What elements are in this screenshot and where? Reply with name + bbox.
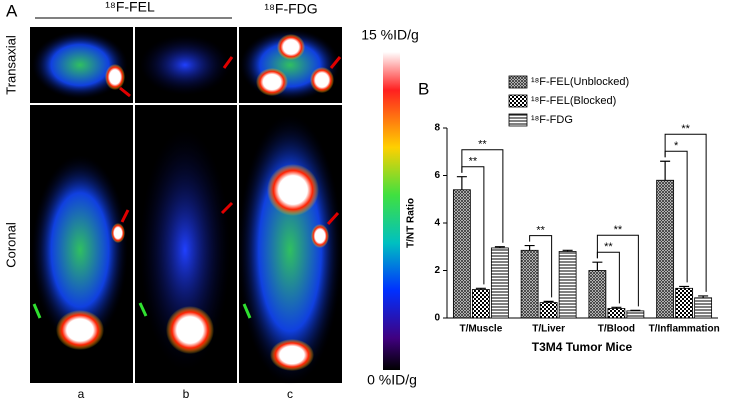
bar <box>539 302 558 319</box>
y-tick-label: 2 <box>434 265 440 276</box>
image-blob <box>140 130 230 370</box>
row-label: Transaxial <box>3 35 18 95</box>
bar <box>490 247 509 319</box>
error-bar <box>660 160 671 181</box>
significance-bracket <box>596 234 639 307</box>
image-blob <box>256 68 288 96</box>
significance-bracket <box>461 149 504 243</box>
image-blob <box>277 34 305 60</box>
y-tick-label: 0 <box>434 313 440 324</box>
significance-label: * <box>674 140 679 152</box>
bar <box>452 189 471 319</box>
arrows <box>119 56 342 226</box>
image-blob <box>140 35 230 95</box>
legend-swatch <box>508 94 528 108</box>
bar <box>694 297 713 319</box>
significance-label: ** <box>681 123 690 135</box>
legend-label: ¹⁸F-FEL(Unblocked) <box>531 76 629 88</box>
bar <box>558 251 577 319</box>
image-blob <box>166 306 214 354</box>
column-label: a <box>78 387 85 401</box>
significance-label: ** <box>478 139 487 151</box>
bar <box>626 310 645 319</box>
error-bar <box>543 300 554 303</box>
bar <box>675 287 694 319</box>
significance-bracket <box>529 235 553 298</box>
error-bar <box>494 246 505 248</box>
x-tick-label: T/Blood <box>598 324 635 335</box>
image-blob <box>32 31 128 99</box>
image-blob <box>105 64 125 90</box>
error-bar <box>611 306 622 309</box>
legend-swatch <box>508 113 528 127</box>
legend-swatch <box>508 75 528 89</box>
image-blob <box>311 224 329 248</box>
significance-bracket <box>664 133 707 292</box>
legend-label: ¹⁸F-FDG <box>531 114 573 126</box>
significance-label: ** <box>604 241 613 253</box>
legend-label: ¹⁸F-FEL(Blocked) <box>531 95 616 107</box>
y-tick-label: 8 <box>434 123 440 134</box>
colorbar-min-label: 0 %ID/g <box>367 372 417 388</box>
error-bar <box>475 287 486 290</box>
bar <box>656 179 675 319</box>
image-blob <box>56 310 104 350</box>
image-blob <box>32 155 128 345</box>
significance-label: ** <box>536 224 545 236</box>
colorbar <box>383 52 400 370</box>
image-blob <box>267 164 319 216</box>
x-tick-label: T/Muscle <box>459 324 502 335</box>
x-tick-label: T/Liver <box>532 324 565 335</box>
arrows <box>32 302 252 319</box>
error-bar <box>679 285 690 289</box>
column-label: c <box>287 387 293 401</box>
column-label: b <box>183 387 190 401</box>
y-axis-label: T/NT Ratio <box>406 198 417 248</box>
colorbar-max-label: 15 %ID/g <box>361 27 419 43</box>
panel-label: B <box>418 79 429 98</box>
image-blob <box>310 67 334 93</box>
pet-images <box>30 17 400 385</box>
significance-label: ** <box>614 224 623 236</box>
bar <box>607 308 626 319</box>
panel-label: A <box>6 1 18 20</box>
image-dividers <box>30 27 342 383</box>
error-bar <box>698 295 709 298</box>
error-bar <box>562 249 573 252</box>
x-axis-label: T3M4 Tumor Mice <box>532 340 633 354</box>
column-header: ¹⁸F-FEL <box>105 0 155 15</box>
error-bar <box>592 261 603 271</box>
image-blob <box>111 223 125 243</box>
x-tick-label: T/Inflammation <box>649 324 720 335</box>
significance-label: ** <box>469 156 478 168</box>
bar <box>588 270 607 319</box>
image-blob <box>270 339 314 371</box>
error-bar <box>524 244 535 251</box>
row-label: Coronal <box>3 222 18 268</box>
y-tick-label: 6 <box>434 170 440 181</box>
y-tick-label: 4 <box>434 218 440 229</box>
column-header: ¹⁸F-FDG <box>264 1 317 17</box>
error-bar <box>456 176 467 190</box>
bar <box>520 249 539 319</box>
bar <box>471 289 490 319</box>
